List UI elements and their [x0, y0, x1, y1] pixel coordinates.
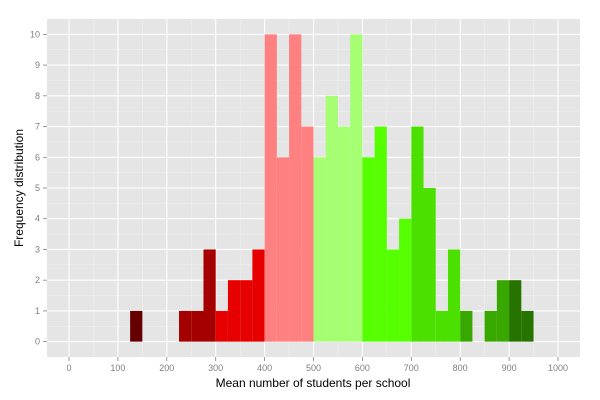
- histogram-bar: [337, 126, 351, 342]
- y-tick-label: 1: [35, 306, 40, 316]
- histogram-bar: [496, 280, 510, 342]
- x-axis-label: Mean number of students per school: [216, 376, 411, 390]
- histogram-bar: [435, 310, 448, 342]
- y-tick-label: 4: [35, 214, 40, 224]
- x-tick-label: 1000: [548, 363, 568, 373]
- x-tick-label: 700: [404, 363, 419, 373]
- histogram-bar: [447, 249, 461, 342]
- histogram-bar: [460, 310, 473, 342]
- histogram-bar: [423, 188, 436, 342]
- x-tick-label: 600: [355, 363, 370, 373]
- y-tick-label: 3: [35, 244, 40, 254]
- y-tick-label: 0: [35, 337, 40, 347]
- histogram-bar: [521, 310, 534, 342]
- y-tick-label: 5: [35, 183, 40, 193]
- x-tick-label: 800: [453, 363, 468, 373]
- histogram-bar: [215, 310, 228, 342]
- x-tick-label: 100: [110, 363, 125, 373]
- histogram-bar: [191, 310, 204, 342]
- histogram-bar: [301, 126, 314, 342]
- x-tick-label: 0: [66, 363, 71, 373]
- y-tick-label: 6: [35, 152, 40, 162]
- axis-ticks: 0 100 200 300 400 500 600 700 800 900 1000 0 1 2 3 4 5 6 7…: [30, 29, 568, 373]
- x-tick-label: 500: [306, 363, 321, 373]
- histogram-bar: [374, 126, 387, 342]
- histogram-bar: [362, 157, 375, 342]
- histogram-bar: [350, 34, 363, 342]
- histogram-bar: [484, 310, 497, 342]
- x-tick-label: 200: [159, 363, 174, 373]
- y-axis-label: Frequency distribution: [12, 129, 26, 247]
- y-tick-label: 2: [35, 275, 40, 285]
- histogram-bar: [313, 157, 326, 342]
- y-tick-label: 7: [35, 122, 40, 132]
- y-tick-label: 8: [35, 91, 40, 101]
- x-tick-label: 900: [502, 363, 517, 373]
- histogram-bar: [252, 249, 265, 342]
- x-tick-label: 300: [208, 363, 223, 373]
- y-tick-label: 10: [30, 29, 40, 39]
- histogram-bar: [264, 34, 277, 342]
- histogram-bar: [240, 280, 253, 342]
- histogram-bar: [227, 280, 241, 342]
- histogram-bar: [325, 95, 338, 342]
- histogram-bar: [179, 310, 192, 342]
- histogram-bar: [276, 157, 290, 342]
- histogram-bar: [289, 34, 302, 342]
- histogram-bar: [411, 126, 424, 342]
- histogram-bar: [130, 310, 143, 342]
- histogram-bar: [386, 249, 400, 342]
- bars: [130, 34, 534, 342]
- y-tick-label: 9: [35, 60, 40, 70]
- histogram-bar: [509, 280, 522, 342]
- x-tick-label: 400: [257, 363, 272, 373]
- histogram-bar: [203, 249, 216, 342]
- histogram-bar: [399, 218, 412, 342]
